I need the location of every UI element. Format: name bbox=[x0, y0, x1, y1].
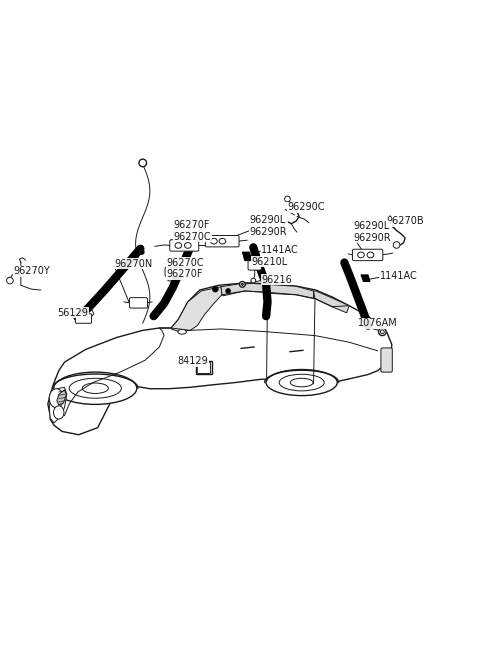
Circle shape bbox=[7, 277, 13, 284]
Ellipse shape bbox=[266, 369, 337, 396]
Circle shape bbox=[240, 281, 245, 287]
Ellipse shape bbox=[367, 252, 374, 258]
Circle shape bbox=[139, 159, 146, 167]
Text: 84129: 84129 bbox=[178, 356, 208, 366]
Circle shape bbox=[213, 286, 218, 292]
FancyBboxPatch shape bbox=[171, 258, 193, 268]
Polygon shape bbox=[242, 252, 252, 260]
FancyBboxPatch shape bbox=[248, 260, 261, 270]
Ellipse shape bbox=[175, 243, 181, 248]
Ellipse shape bbox=[211, 238, 217, 244]
Text: 96216: 96216 bbox=[261, 275, 292, 285]
Polygon shape bbox=[266, 284, 313, 298]
Circle shape bbox=[381, 330, 384, 334]
Text: 96270C
96270F: 96270C 96270F bbox=[167, 258, 204, 279]
Circle shape bbox=[393, 241, 400, 248]
Text: 56129: 56129 bbox=[57, 308, 88, 318]
Text: 96290C: 96290C bbox=[288, 202, 325, 212]
Ellipse shape bbox=[184, 243, 191, 248]
FancyBboxPatch shape bbox=[170, 239, 199, 251]
Ellipse shape bbox=[178, 329, 186, 334]
Text: 96270Y: 96270Y bbox=[13, 266, 50, 276]
Text: 1141AC: 1141AC bbox=[261, 245, 299, 255]
FancyBboxPatch shape bbox=[381, 348, 392, 372]
Polygon shape bbox=[221, 283, 267, 296]
Text: 96210L: 96210L bbox=[252, 256, 288, 266]
Circle shape bbox=[167, 276, 173, 281]
Ellipse shape bbox=[176, 260, 181, 265]
Text: 96290L
96290R: 96290L 96290R bbox=[250, 215, 287, 237]
Circle shape bbox=[285, 196, 290, 202]
FancyBboxPatch shape bbox=[165, 267, 186, 276]
Circle shape bbox=[241, 283, 243, 285]
Text: 96270B: 96270B bbox=[386, 216, 424, 226]
FancyBboxPatch shape bbox=[352, 249, 383, 260]
FancyBboxPatch shape bbox=[196, 361, 212, 375]
Polygon shape bbox=[49, 387, 67, 423]
Text: 96270N: 96270N bbox=[114, 259, 153, 269]
FancyBboxPatch shape bbox=[75, 314, 92, 323]
FancyBboxPatch shape bbox=[130, 298, 147, 308]
Text: 96270F
96270C: 96270F 96270C bbox=[174, 220, 211, 241]
FancyBboxPatch shape bbox=[205, 236, 239, 247]
Polygon shape bbox=[313, 291, 349, 313]
Circle shape bbox=[139, 250, 144, 255]
Ellipse shape bbox=[54, 406, 64, 419]
Text: 96290L
96290R: 96290L 96290R bbox=[354, 221, 392, 243]
Ellipse shape bbox=[49, 389, 63, 408]
Circle shape bbox=[379, 328, 386, 336]
Circle shape bbox=[251, 278, 256, 283]
Text: 1076AM: 1076AM bbox=[358, 318, 397, 328]
Ellipse shape bbox=[54, 372, 137, 404]
Polygon shape bbox=[361, 275, 370, 281]
Polygon shape bbox=[48, 283, 392, 435]
Polygon shape bbox=[57, 390, 66, 405]
Ellipse shape bbox=[358, 252, 364, 258]
Circle shape bbox=[226, 289, 230, 293]
Polygon shape bbox=[171, 287, 222, 331]
FancyBboxPatch shape bbox=[197, 362, 211, 373]
Text: 1141AC: 1141AC bbox=[380, 271, 418, 281]
Ellipse shape bbox=[219, 238, 226, 244]
